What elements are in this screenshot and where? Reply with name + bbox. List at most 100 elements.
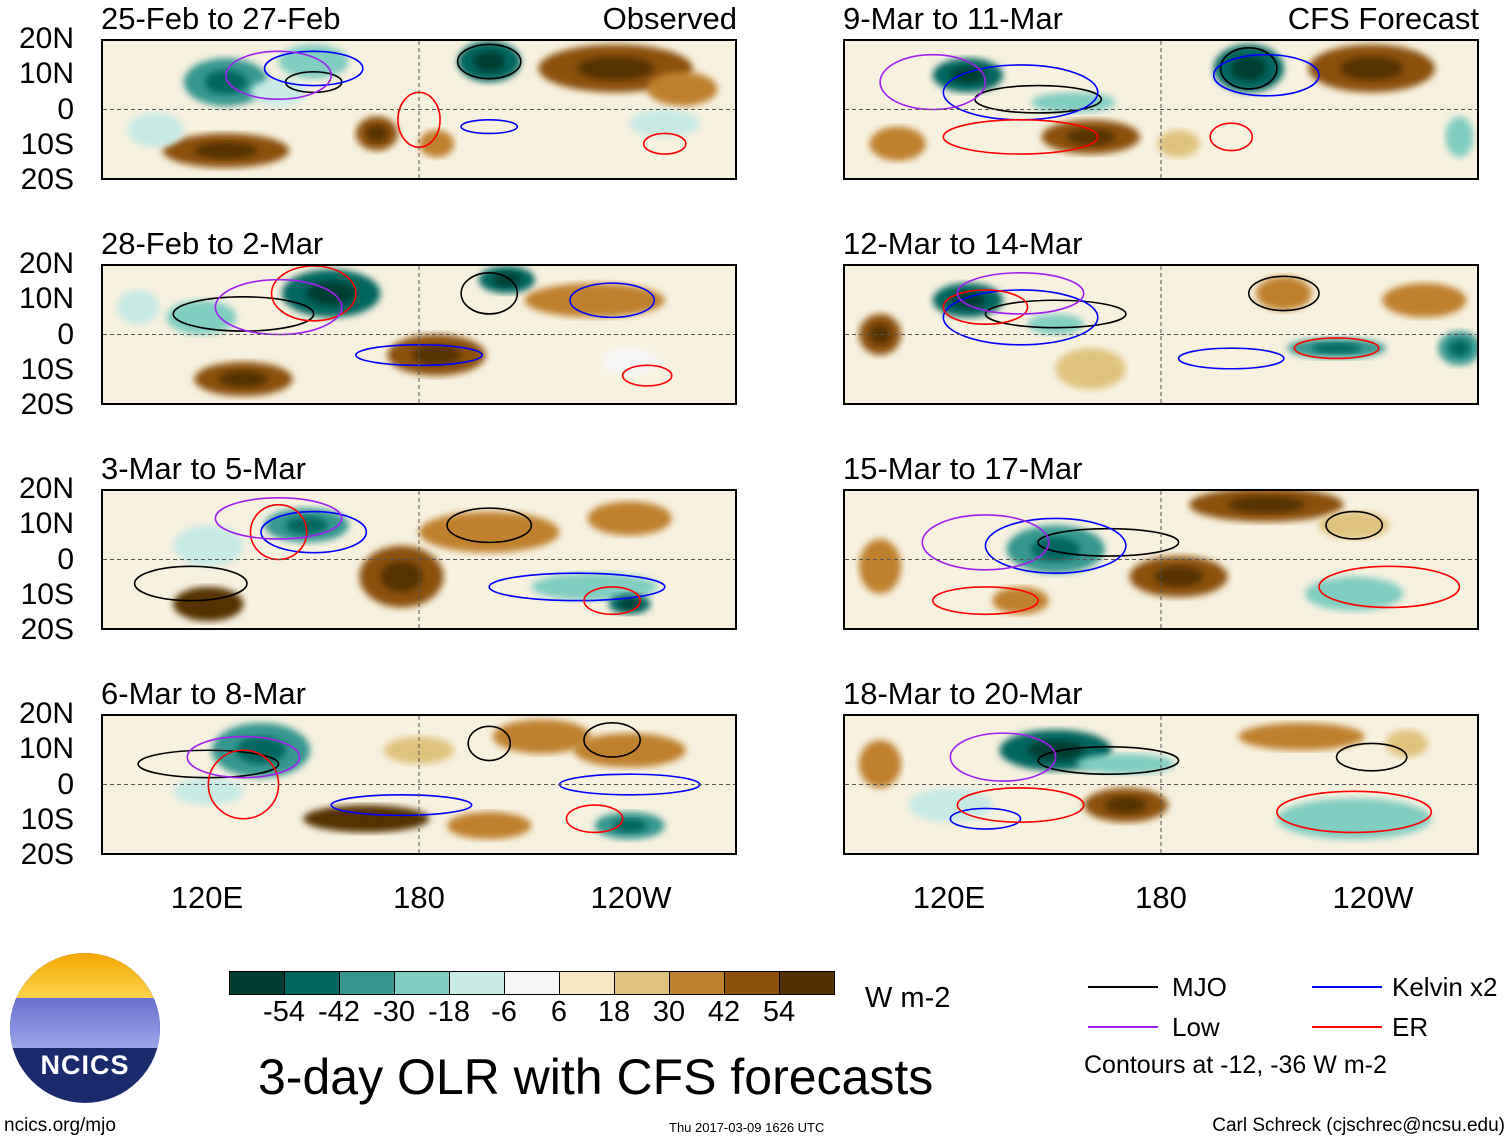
olr-anomaly — [1104, 796, 1147, 814]
olr-anomaly — [587, 501, 672, 536]
olr-anomaly — [1076, 753, 1176, 775]
olr-anomaly — [1066, 128, 1116, 146]
olr-anomaly — [447, 811, 532, 840]
kelvin-contour — [950, 808, 1020, 829]
olr-anomaly — [1319, 511, 1390, 539]
colorbar-units: W m-2 — [865, 982, 951, 1014]
lon-tick-label: 120E — [170, 880, 244, 915]
olr-anomaly — [1340, 56, 1404, 81]
lat-tick-label: 20N — [18, 247, 74, 280]
legend-label-kelvin: Kelvin x2 — [1392, 972, 1498, 1002]
mjo-contour — [1337, 743, 1407, 770]
low-contour — [950, 733, 1055, 781]
er-contour — [584, 587, 640, 614]
low-contour — [187, 737, 299, 778]
olr-anomaly — [859, 538, 902, 594]
olr-anomaly — [492, 719, 592, 754]
er-contour — [1294, 338, 1378, 359]
footer-url[interactable]: ncics.org/mjo — [4, 1115, 116, 1136]
olr-anomaly — [473, 51, 506, 72]
legend-line-low — [1088, 1026, 1158, 1028]
lon-tick-label: 180 — [1135, 880, 1187, 915]
lat-tick-label: 10N — [18, 57, 74, 91]
olr-anomaly — [859, 739, 902, 788]
logo-mountains — [10, 998, 160, 1048]
olr-anomaly — [411, 344, 462, 366]
olr-anomaly — [218, 370, 269, 388]
olr-anomaly — [1153, 566, 1204, 587]
olr-anomaly — [1031, 92, 1116, 113]
er-contour — [943, 290, 1027, 324]
colorbar-swatch — [505, 972, 560, 994]
lat-tick-label: 20S — [20, 163, 74, 196]
mjo-contour — [1249, 276, 1319, 310]
olr-anomaly — [1445, 116, 1474, 158]
low-contour — [922, 515, 1048, 570]
figure-title: 3-day OLR with CFS forecasts — [258, 1049, 934, 1105]
kelvin-contour — [943, 65, 1097, 120]
kelvin-contour — [261, 512, 366, 553]
colorbar-label: 6 — [550, 996, 568, 1028]
kelvin-contour — [489, 573, 665, 600]
er-contour — [957, 788, 1083, 822]
olr-anomaly — [166, 300, 237, 335]
legend-line-er — [1312, 1026, 1382, 1028]
lat-tick-label: 10S — [20, 802, 74, 836]
olr-anomaly — [366, 124, 388, 143]
olr-anomaly — [577, 56, 655, 81]
panel-title: 3-Mar to 5-Mar — [101, 451, 306, 486]
panel-source-label: CFS Forecast — [1287, 1, 1479, 36]
footer-author: Carl Schreck (cjschrec@ncsu.edu) — [1212, 1115, 1505, 1136]
map-panel — [101, 489, 737, 630]
lat-tick-label: 0 — [57, 767, 74, 801]
logo-sky — [10, 953, 160, 998]
colorbar-swatch — [670, 972, 725, 994]
er-contour — [272, 266, 356, 321]
lon-tick-label: 120W — [1332, 880, 1414, 915]
colorbar-swatch — [450, 972, 505, 994]
colorbar-swatch — [615, 972, 670, 994]
panel-title: 6-Mar to 8-Mar — [101, 676, 306, 711]
olr-anomaly — [1448, 339, 1470, 357]
kelvin-contour — [570, 283, 654, 317]
colorbar-swatch — [560, 972, 615, 994]
map-panel — [843, 714, 1479, 855]
er-contour — [566, 805, 622, 832]
olr-anomaly — [1304, 576, 1404, 611]
olr-anomaly — [173, 525, 244, 567]
olr-anomaly — [573, 733, 686, 768]
lat-tick-label: 20N — [18, 22, 74, 55]
olr-anomaly — [992, 586, 1049, 615]
colorbar-label: 18 — [597, 996, 631, 1028]
colorbar-swatch — [340, 972, 395, 994]
mjo-contour — [1221, 48, 1277, 89]
legend-line-kelvin — [1312, 986, 1382, 988]
olr-anomaly — [236, 736, 286, 764]
er-contour — [933, 587, 1038, 614]
olr-anomaly — [950, 66, 986, 84]
olr-anomaly — [1255, 276, 1312, 311]
olr-anomaly — [619, 598, 641, 610]
panel-source-label: Observed — [602, 1, 737, 36]
low-contour — [215, 498, 341, 539]
olr-anomaly — [531, 573, 658, 601]
legend-label-mjo: MJO — [1172, 972, 1227, 1002]
er-contour — [1277, 791, 1431, 832]
legend-line-mjo — [1088, 986, 1158, 988]
olr-anomaly — [419, 130, 455, 158]
olr-anomaly — [869, 126, 926, 161]
map-panel — [101, 39, 737, 180]
lat-tick-label: 0 — [57, 317, 74, 351]
legend-label-low: Low — [1172, 1012, 1220, 1042]
kelvin-contour — [265, 51, 363, 85]
olr-anomaly — [250, 78, 307, 107]
kelvin-contour — [985, 518, 1125, 573]
lat-tick-label: 20S — [20, 388, 74, 421]
legend-label-er: ER — [1392, 1012, 1429, 1042]
colorbar — [229, 971, 835, 995]
colorbar-label: -6 — [491, 996, 517, 1028]
lat-tick-label: 10N — [18, 282, 74, 316]
olr-anomaly — [383, 736, 455, 764]
map-panel — [101, 264, 737, 405]
olr-anomaly — [285, 516, 328, 534]
